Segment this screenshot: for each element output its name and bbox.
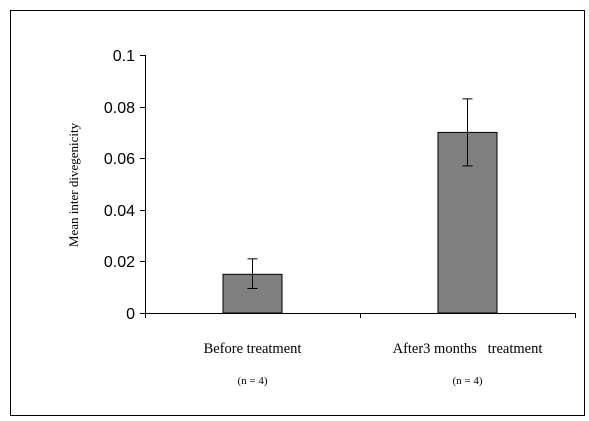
x-category-sample-size: (n = 4) bbox=[237, 375, 267, 387]
y-tick-label: 0 bbox=[126, 306, 135, 323]
y-ticks: 0 0.02 0.04 0.06 0.08 0.1 bbox=[104, 48, 576, 323]
x-category-label: After3 months treatment bbox=[393, 341, 543, 357]
x-category-sample-size: (n = 4) bbox=[452, 375, 482, 387]
error-bars bbox=[247, 98, 473, 289]
x-category-label: Before treatment bbox=[204, 341, 302, 357]
x-categories: Before treatment (n = 4) After3 months tre… bbox=[204, 341, 543, 387]
y-tick-label: 0.08 bbox=[104, 100, 135, 117]
y-tick-label: 0.06 bbox=[104, 151, 135, 168]
y-axis-label: Mean inter divegenicity bbox=[66, 122, 81, 247]
y-tick-label: 0.1 bbox=[113, 48, 135, 65]
y-tick-label: 0.02 bbox=[104, 254, 135, 271]
y-tick-label: 0.04 bbox=[104, 203, 135, 220]
